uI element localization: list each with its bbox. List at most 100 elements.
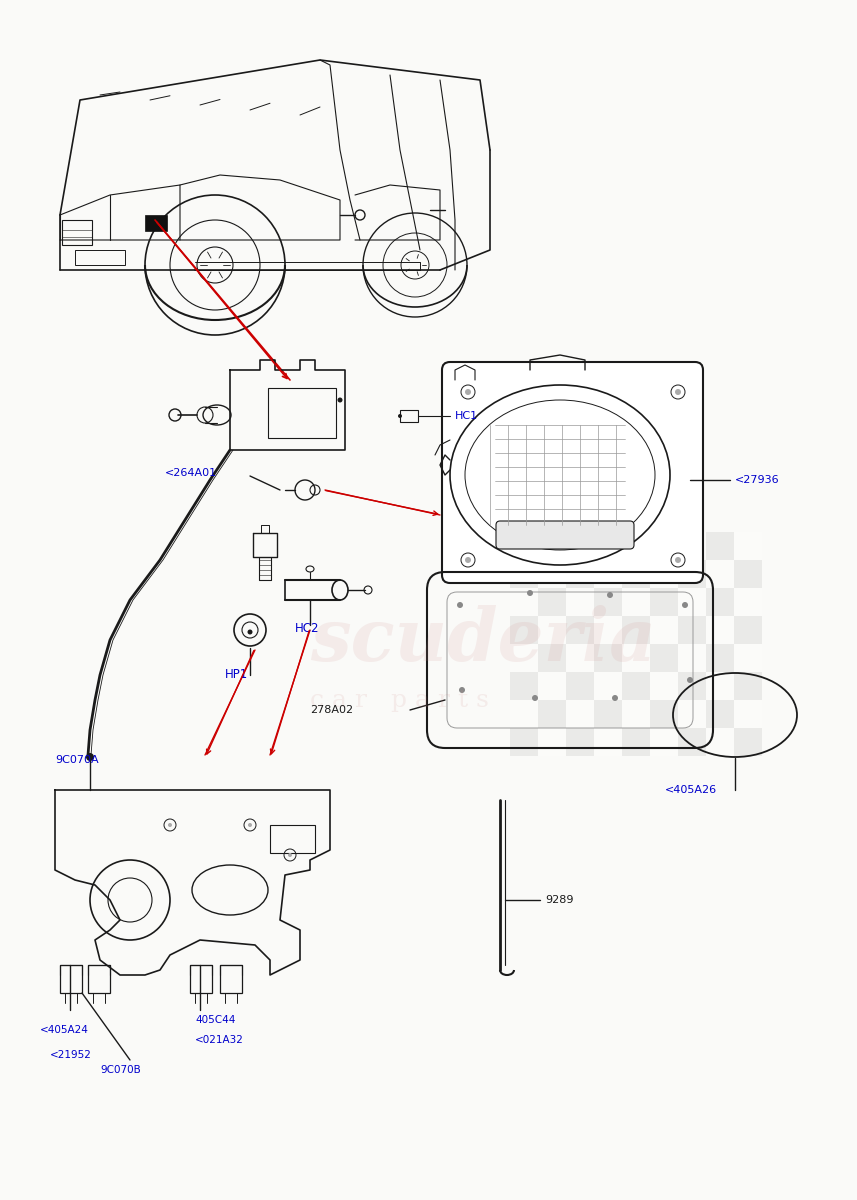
Bar <box>734 728 762 756</box>
Bar <box>650 728 678 756</box>
Text: 9289: 9289 <box>545 895 573 905</box>
Bar <box>510 588 538 616</box>
Bar <box>538 644 566 672</box>
Bar <box>622 700 650 728</box>
Bar <box>510 672 538 700</box>
Bar <box>734 672 762 700</box>
FancyBboxPatch shape <box>442 362 703 583</box>
Bar <box>734 700 762 728</box>
Bar <box>510 700 538 728</box>
Bar <box>706 672 734 700</box>
Bar <box>650 672 678 700</box>
Text: 9C070A: 9C070A <box>55 755 99 766</box>
Circle shape <box>675 389 681 395</box>
Bar <box>538 672 566 700</box>
Bar <box>706 728 734 756</box>
Bar <box>650 588 678 616</box>
Bar <box>734 532 762 560</box>
Bar <box>650 644 678 672</box>
Bar <box>622 616 650 644</box>
Text: <405A26: <405A26 <box>665 785 717 794</box>
Bar <box>594 588 622 616</box>
Circle shape <box>86 754 94 761</box>
Bar <box>566 532 594 560</box>
Text: 9C070B: 9C070B <box>100 1066 141 1075</box>
Bar <box>678 560 706 588</box>
Bar <box>622 672 650 700</box>
Bar <box>650 560 678 588</box>
Bar <box>538 616 566 644</box>
Bar <box>268 388 336 438</box>
Text: 405C44: 405C44 <box>195 1015 236 1025</box>
Bar <box>678 588 706 616</box>
Bar <box>538 588 566 616</box>
Circle shape <box>457 602 463 608</box>
Bar <box>594 700 622 728</box>
Text: HP1: HP1 <box>225 668 249 682</box>
Bar <box>622 560 650 588</box>
Bar <box>594 672 622 700</box>
Bar <box>510 616 538 644</box>
Bar <box>60 965 82 994</box>
Bar <box>510 644 538 672</box>
Bar <box>706 616 734 644</box>
Text: <27936: <27936 <box>735 475 780 485</box>
Bar <box>538 532 566 560</box>
Bar <box>190 965 212 994</box>
Text: 278A02: 278A02 <box>310 704 353 715</box>
Circle shape <box>248 630 253 635</box>
Bar <box>622 728 650 756</box>
Bar <box>622 644 650 672</box>
Circle shape <box>465 557 471 563</box>
Bar <box>594 532 622 560</box>
Bar <box>650 616 678 644</box>
Circle shape <box>607 592 613 598</box>
Circle shape <box>532 695 538 701</box>
Bar <box>678 532 706 560</box>
Bar <box>594 644 622 672</box>
Bar <box>706 560 734 588</box>
FancyBboxPatch shape <box>496 521 634 550</box>
Circle shape <box>612 695 618 701</box>
Circle shape <box>459 686 465 692</box>
Circle shape <box>527 590 533 596</box>
Bar <box>270 826 315 853</box>
Bar <box>678 700 706 728</box>
Bar <box>706 532 734 560</box>
Bar <box>538 728 566 756</box>
Bar <box>734 616 762 644</box>
Text: <21952: <21952 <box>50 1050 92 1060</box>
Bar <box>678 644 706 672</box>
Circle shape <box>682 602 688 608</box>
Bar <box>622 532 650 560</box>
Bar <box>594 560 622 588</box>
Bar <box>220 965 242 994</box>
Circle shape <box>288 853 292 857</box>
Circle shape <box>168 823 172 827</box>
Bar <box>510 728 538 756</box>
Text: HC2: HC2 <box>295 622 320 635</box>
Bar <box>538 560 566 588</box>
Bar <box>734 560 762 588</box>
Bar <box>594 616 622 644</box>
Bar <box>650 532 678 560</box>
Text: c a r   p a r t s: c a r p a r t s <box>310 689 488 712</box>
Text: <405A24: <405A24 <box>40 1025 89 1034</box>
Bar <box>594 728 622 756</box>
Bar <box>678 728 706 756</box>
Bar <box>75 250 125 265</box>
Bar <box>566 616 594 644</box>
Bar <box>706 700 734 728</box>
Bar <box>510 532 538 560</box>
Bar <box>88 965 110 994</box>
Bar <box>706 644 734 672</box>
Bar <box>566 728 594 756</box>
Text: scuderia: scuderia <box>310 605 656 676</box>
Text: <021A32: <021A32 <box>195 1034 244 1045</box>
Bar <box>706 588 734 616</box>
Bar <box>510 560 538 588</box>
Circle shape <box>687 677 693 683</box>
Circle shape <box>248 823 252 827</box>
Bar <box>566 700 594 728</box>
Text: HC1: HC1 <box>455 410 478 421</box>
